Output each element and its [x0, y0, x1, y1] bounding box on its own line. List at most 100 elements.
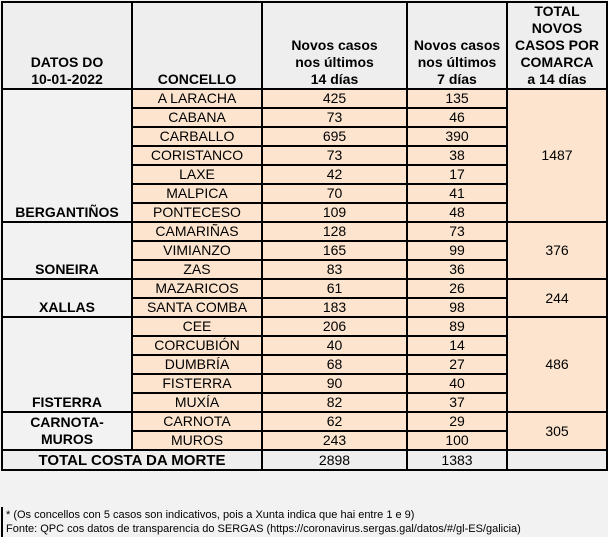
header-14-days: Novos casos nos últimos 14 días: [261, 1, 408, 90]
total-7-cell: 1383: [406, 449, 508, 471]
cases-14-cell: 165: [261, 240, 408, 261]
cases-7-cell: 98: [406, 297, 508, 318]
concello-cell: PONTECESO: [131, 202, 263, 223]
header-row: DATOS DO 10-01-2022 CONCELLO Novos casos…: [1, 1, 608, 90]
comarca-total-cell: 1487: [506, 88, 608, 223]
cases-14-cell: 82: [261, 392, 408, 413]
cases-7-cell: 37: [406, 392, 508, 413]
total-row: TOTAL COSTA DA MORTE 2898 1383: [1, 449, 608, 471]
comarca-line: MUROS: [40, 431, 94, 447]
cases-14-cell: 695: [261, 126, 408, 147]
header-date: DATOS DO 10-01-2022: [1, 1, 133, 90]
concello-cell: A LARACHA: [131, 88, 263, 109]
header-line: nos últimos: [295, 54, 374, 70]
cases-7-cell: 40: [406, 373, 508, 394]
header-line: nos últimos: [417, 54, 497, 70]
table-row: LAXE 42 17: [2, 164, 607, 185]
cases-7-cell: 48: [406, 202, 508, 223]
concello-cell: FISTERRA: [131, 373, 263, 394]
footnote-indicative: * (Os concellos con 5 casos son indicati…: [6, 509, 415, 521]
comarca-carnota-muros: CARNOTA- MUROS: [1, 411, 133, 451]
comarca-bergantinos: BERGANTIÑOS: [1, 88, 133, 223]
table-row: ZAS 83 36: [2, 259, 607, 280]
table-row: SANTA COMBA 183 98: [2, 297, 607, 318]
cases-14-cell: 206: [261, 316, 408, 337]
concello-cell: CARBALLO: [131, 126, 263, 147]
comarca-xallas: XALLAS: [1, 278, 133, 318]
header-total-comarca: TOTAL NOVOS CASOS POR COMARCA a 14 días: [506, 1, 608, 90]
cases-14-cell: 183: [261, 297, 408, 318]
table-row: CARBALLO 695 390: [2, 126, 607, 147]
header-line: a 14 días: [527, 71, 587, 87]
concello-cell: MALPICA: [131, 183, 263, 204]
cases-7-cell: 390: [406, 126, 508, 147]
header-concello: CONCELLO: [131, 1, 263, 90]
table-row: FISTERRA 90 40: [2, 373, 607, 394]
footnotes: * (Os concellos con 5 casos son indicati…: [1, 507, 605, 537]
concello-cell: CABANA: [131, 107, 263, 128]
cases-7-cell: 46: [406, 107, 508, 128]
comarca-total-cell: 376: [506, 221, 608, 280]
cases-table: DATOS DO 10-01-2022 CONCELLO Novos casos…: [1, 1, 608, 471]
concello-cell: CORISTANCO: [131, 145, 263, 166]
concello-cell: MUXÍA: [131, 392, 263, 413]
cases-14-cell: 62: [261, 411, 408, 432]
footnote-source: Fonte: QPC cos datos de transparencia do…: [6, 523, 521, 535]
cases-7-cell: 89: [406, 316, 508, 337]
cases-14-cell: 243: [261, 430, 408, 451]
table-row: MUROS 243 100: [2, 430, 607, 451]
table-row: CARNOTA- MUROS CARNOTA 62 29 305: [1, 411, 608, 451]
comarca-soneira: SONEIRA: [1, 221, 133, 280]
table-row: CABANA 73 46: [2, 107, 607, 128]
table-row: VIMIANZO 165 99: [2, 240, 607, 261]
cases-7-cell: 38: [406, 145, 508, 166]
table-row: MALPICA 70 41: [2, 183, 607, 204]
header-line: Novos casos: [291, 37, 378, 53]
concello-cell: DUMBRÍA: [131, 354, 263, 375]
concello-cell: SANTA COMBA: [131, 297, 263, 318]
concello-cell: CORCUBIÓN: [131, 335, 263, 356]
cases-14-cell: 40: [261, 335, 408, 356]
total-14-cell: 2898: [261, 449, 408, 471]
header-line: Novos casos: [413, 37, 501, 53]
table-row: SONEIRA CAMARIÑAS 128 73 376: [1, 221, 608, 280]
header-line: TOTAL NOVOS: [531, 3, 583, 36]
cases-7-cell: 17: [406, 164, 508, 185]
total-label: TOTAL COSTA DA MORTE: [1, 449, 263, 471]
concello-cell: LAXE: [131, 164, 263, 185]
cases-14-cell: 68: [261, 354, 408, 375]
comarca-line: CARNOTA-: [30, 414, 104, 430]
table-row: CORISTANCO 73 38: [2, 145, 607, 166]
cases-14-cell: 42: [261, 164, 408, 185]
concello-cell: MAZARICOS: [131, 278, 263, 299]
cases-14-cell: 90: [261, 373, 408, 394]
comarca-total-cell: 486: [506, 316, 608, 413]
concello-cell: MUROS: [131, 430, 263, 451]
cases-7-cell: 100: [406, 430, 508, 451]
table-row: FISTERRA CEE 206 89 486: [1, 316, 608, 413]
cases-7-cell: 29: [406, 411, 508, 432]
cases-14-cell: 61: [261, 278, 408, 299]
cases-14-cell: 128: [261, 221, 408, 242]
cases-7-cell: 27: [406, 354, 508, 375]
cases-14-cell: 73: [261, 107, 408, 128]
date-label: DATOS DO: [30, 54, 104, 70]
cases-7-cell: 135: [406, 88, 508, 109]
cases-7-cell: 14: [406, 335, 508, 356]
table-row: PONTECESO 109 48: [2, 202, 607, 223]
concello-cell: CARNOTA: [131, 411, 263, 432]
cases-14-cell: 83: [261, 259, 408, 280]
total-comarca-cell: [506, 449, 608, 471]
concello-label: CONCELLO: [157, 71, 237, 87]
concello-cell: VIMIANZO: [131, 240, 263, 261]
header-line: CASOS POR: [514, 37, 599, 53]
concello-cell: CEE: [131, 316, 263, 337]
comarca-fisterra: FISTERRA: [1, 316, 133, 413]
cases-7-cell: 99: [406, 240, 508, 261]
cases-7-cell: 36: [406, 259, 508, 280]
concello-cell: ZAS: [131, 259, 263, 280]
header-line: 7 días: [437, 71, 477, 87]
concello-cell: CAMARIÑAS: [131, 221, 263, 242]
cases-14-cell: 109: [261, 202, 408, 223]
